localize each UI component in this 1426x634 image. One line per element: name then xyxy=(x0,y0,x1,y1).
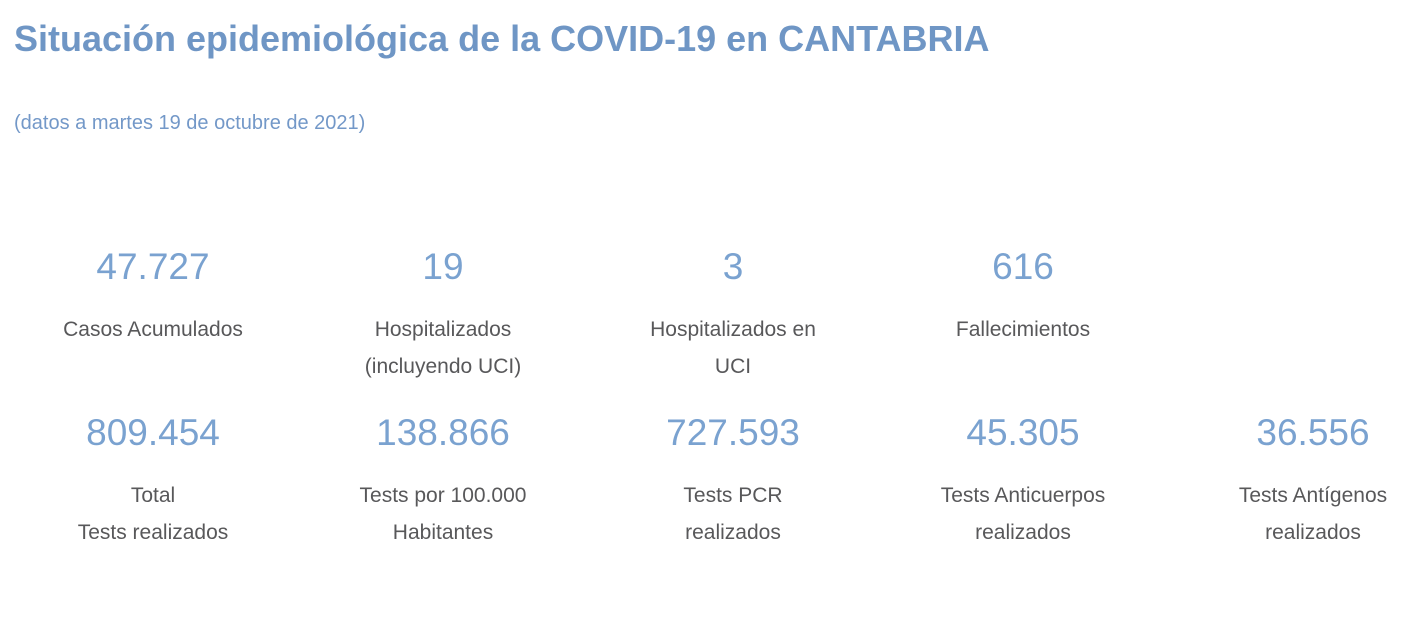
stat-label: Tests por 100.000 Habitantes xyxy=(298,477,588,551)
covid-dashboard: Situación epidemiológica de la COVID-19 … xyxy=(0,16,1426,551)
stat-label-line: Tests realizados xyxy=(77,521,229,544)
stat-value: 3 xyxy=(722,246,744,287)
stat-tile: 138.866 Tests por 100.000 Habitantes xyxy=(298,411,588,551)
stat-label: Casos Acumulados xyxy=(8,311,298,348)
page-title: Situación epidemiológica de la COVID-19 … xyxy=(14,18,990,59)
stat-label: Tests PCR realizados xyxy=(588,477,878,551)
stat-label-line: Tests Anticuerpos xyxy=(940,484,1106,507)
stat-value: 36.556 xyxy=(1256,412,1370,453)
stat-value: 47.727 xyxy=(96,246,210,287)
stat-label-line: Casos Acumulados xyxy=(63,318,243,341)
stat-label-line: Tests PCR xyxy=(683,484,783,507)
stat-label-line: Tests Antígenos xyxy=(1238,484,1388,507)
stat-value: 616 xyxy=(992,246,1054,287)
stat-label-line: Hospitalizados en xyxy=(650,318,816,341)
stat-tile: 45.305 Tests Anticuerpos realizados xyxy=(878,411,1168,551)
stat-value: 809.454 xyxy=(86,412,220,453)
stat-label-line: Hospitalizados xyxy=(374,318,512,341)
stat-tile: 727.593 Tests PCR realizados xyxy=(588,411,878,551)
stat-label-line: Tests por 100.000 xyxy=(359,484,527,507)
stat-label-line: realizados xyxy=(685,521,781,544)
stat-value: 138.866 xyxy=(376,412,510,453)
page-subtitle: (datos a martes 19 de octubre de 2021) xyxy=(14,112,366,134)
stat-tile: 3 Hospitalizados en UCI xyxy=(588,245,878,385)
stat-label-line: realizados xyxy=(1265,521,1361,544)
stat-label-line: realizados xyxy=(975,521,1071,544)
stat-tile: 809.454 Total Tests realizados xyxy=(8,411,298,551)
stat-label: Hospitalizados (incluyendo UCI) xyxy=(298,311,588,385)
stat-value: 727.593 xyxy=(666,412,800,453)
stat-value: 19 xyxy=(422,246,464,287)
stats-grid: 47.727 Casos Acumulados 19 Hospitalizado… xyxy=(8,245,1426,551)
stat-label-line: Habitantes xyxy=(392,521,494,544)
stat-label-line: Total xyxy=(130,484,176,507)
stat-label: Tests Anticuerpos realizados xyxy=(878,477,1168,551)
stat-tile: 616 Fallecimientos xyxy=(878,245,1168,385)
stat-label-line: (incluyendo UCI) xyxy=(364,355,522,378)
stat-tile: 19 Hospitalizados (incluyendo UCI) xyxy=(298,245,588,385)
stat-label: Total Tests realizados xyxy=(8,477,298,551)
stat-label-line: UCI xyxy=(714,355,752,378)
stat-label: Hospitalizados en UCI xyxy=(588,311,878,385)
stat-label-line: Fallecimientos xyxy=(955,318,1091,341)
stat-tile: 47.727 Casos Acumulados xyxy=(8,245,298,385)
stat-value: 45.305 xyxy=(966,412,1080,453)
stat-label: Tests Antígenos realizados xyxy=(1168,477,1426,551)
stat-tile: 36.556 Tests Antígenos realizados xyxy=(1168,411,1426,551)
stat-label: Fallecimientos xyxy=(878,311,1168,348)
